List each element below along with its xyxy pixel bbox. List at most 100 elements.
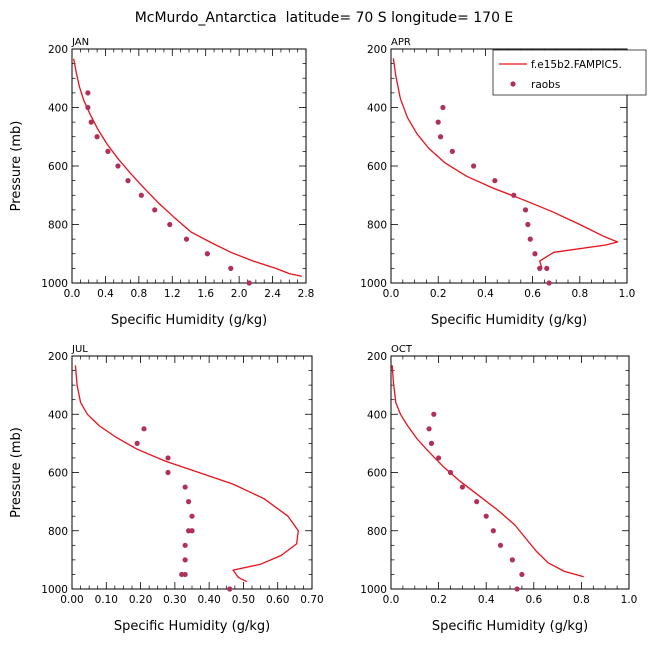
x-tick-label: 0.2	[430, 594, 447, 606]
legend: f.e15b2.FAMPIC5. raobs	[492, 49, 647, 96]
panel-apr: APR 0.0 0.2 0.4 0.6 0.8 1.0 200 400 600 800 1000 Spe…	[360, 37, 635, 328]
model-line	[391, 365, 584, 578]
x-tick-label: 0.00	[60, 594, 83, 606]
x-tick-label: 0.2	[430, 288, 447, 300]
y-tick-label: 600	[48, 468, 68, 480]
obs-point	[449, 148, 455, 154]
obs-point	[138, 192, 144, 198]
panel-oct: OCT 0.0 0.2 0.4 0.6 0.8 1.0 200 400 600 800 1000 Spe…	[360, 344, 637, 634]
y-tick-label: 200	[48, 351, 68, 363]
x-tick-label: 0.4	[477, 288, 494, 300]
panel-label: OCT	[391, 344, 413, 355]
x-tick-label: 2.0	[231, 288, 248, 300]
x-tick-label: 0.50	[232, 594, 255, 606]
obs-point	[189, 528, 195, 534]
y-axis-label: Pressure (mb)	[9, 121, 24, 212]
obs-point	[88, 119, 94, 125]
panel-jul: JUL 0.00 0.10 0.20 0.30 0.40 0.50 0.60 0.70 200 40…	[9, 344, 324, 634]
legend-model-label: f.e15b2.FAMPIC5.	[531, 59, 622, 71]
y-tick-label: 1000	[360, 584, 387, 596]
panel-label: JAN	[71, 37, 89, 48]
obs-point	[94, 134, 100, 140]
x-tick-label: 0.6	[525, 594, 542, 606]
x-tick-label: 0.8	[571, 288, 588, 300]
obs-point	[189, 513, 195, 519]
legend-obs-swatch	[510, 81, 516, 87]
obs-point	[519, 571, 525, 578]
obs-point	[227, 586, 233, 592]
panels: JAN 0.0 0.4 0.8 1.2 1.6 2.0 2.4 2.8 200 400 600 800 1…	[9, 37, 637, 634]
plot-frame	[71, 355, 313, 590]
obs-point	[436, 455, 442, 461]
obs-point	[152, 207, 158, 213]
obs-point	[85, 104, 91, 111]
obs-point	[483, 513, 489, 519]
obs-point	[546, 280, 552, 286]
obs-point	[537, 265, 543, 271]
obs-point	[134, 440, 140, 446]
x-tick-label: 2.4	[264, 288, 281, 300]
obs-point	[431, 411, 437, 417]
obs-point	[497, 542, 504, 548]
y-tick-label: 200	[367, 44, 387, 56]
obs-point	[167, 221, 173, 228]
x-tick-label: 0.0	[383, 288, 400, 300]
x-tick-label: 0.60	[266, 594, 289, 606]
obs-point	[115, 163, 121, 169]
obs-point	[435, 119, 441, 125]
x-tick-label: 0.70	[300, 594, 323, 606]
obs-point	[492, 178, 498, 184]
x-tick-label: 0.10	[95, 594, 118, 606]
x-tick-label: 0.4	[97, 288, 114, 300]
x-tick-label: 0.8	[131, 288, 148, 300]
x-tick-label: 0.4	[478, 594, 495, 606]
panel-jan: JAN 0.0 0.4 0.8 1.2 1.6 2.0 2.4 2.8 200 400 600 800 1…	[9, 37, 314, 328]
plot-frame	[390, 355, 630, 590]
x-tick-label: 0.8	[573, 594, 590, 606]
y-tick-label: 1000	[360, 278, 387, 290]
obs-point	[183, 236, 190, 242]
obs-point	[165, 455, 171, 461]
obs-point	[511, 192, 517, 198]
y-tick-label: 600	[48, 161, 68, 173]
y-tick-label: 1000	[41, 278, 68, 290]
panel-label: JUL	[71, 344, 88, 355]
obs-point	[125, 178, 131, 184]
obs-point	[522, 207, 529, 213]
obs-point	[428, 440, 435, 446]
obs-point	[514, 586, 520, 592]
x-axis-label: Specific Humidity (g/kg)	[431, 313, 587, 328]
y-tick-label: 600	[367, 468, 387, 480]
model-line	[73, 58, 302, 277]
obs-point	[490, 528, 496, 534]
obs-point	[544, 265, 550, 271]
x-axis-label: Specific Humidity (g/kg)	[111, 313, 267, 328]
figure-title: McMurdo_Antarctica latitude= 70 S longit…	[135, 10, 514, 26]
obs-point	[182, 484, 188, 490]
y-tick-label: 200	[367, 351, 387, 363]
legend-obs-label: raobs	[531, 79, 560, 91]
obs-point	[459, 484, 465, 490]
y-tick-label: 800	[367, 220, 387, 232]
obs-point	[141, 426, 147, 432]
model-line	[392, 58, 619, 269]
panel-label: APR	[391, 37, 411, 48]
y-tick-label: 1000	[41, 584, 68, 596]
x-tick-label: 0.0	[64, 288, 81, 300]
x-tick-label: 0.20	[129, 594, 152, 606]
x-tick-label: 0.6	[524, 288, 541, 300]
y-tick-label: 400	[367, 103, 387, 115]
plot-frame	[71, 48, 307, 284]
y-tick-label: 400	[48, 409, 68, 421]
x-axis-label: Specific Humidity (g/kg)	[114, 619, 270, 634]
y-tick-label: 400	[48, 103, 68, 115]
x-tick-label: 2.8	[298, 288, 315, 300]
x-tick-label: 0.30	[163, 594, 186, 606]
obs-point	[182, 571, 188, 578]
obs-point	[525, 221, 531, 228]
obs-point	[165, 469, 171, 476]
y-tick-label: 800	[367, 526, 387, 538]
y-tick-label: 800	[48, 526, 68, 538]
x-tick-label: 1.0	[619, 288, 636, 300]
